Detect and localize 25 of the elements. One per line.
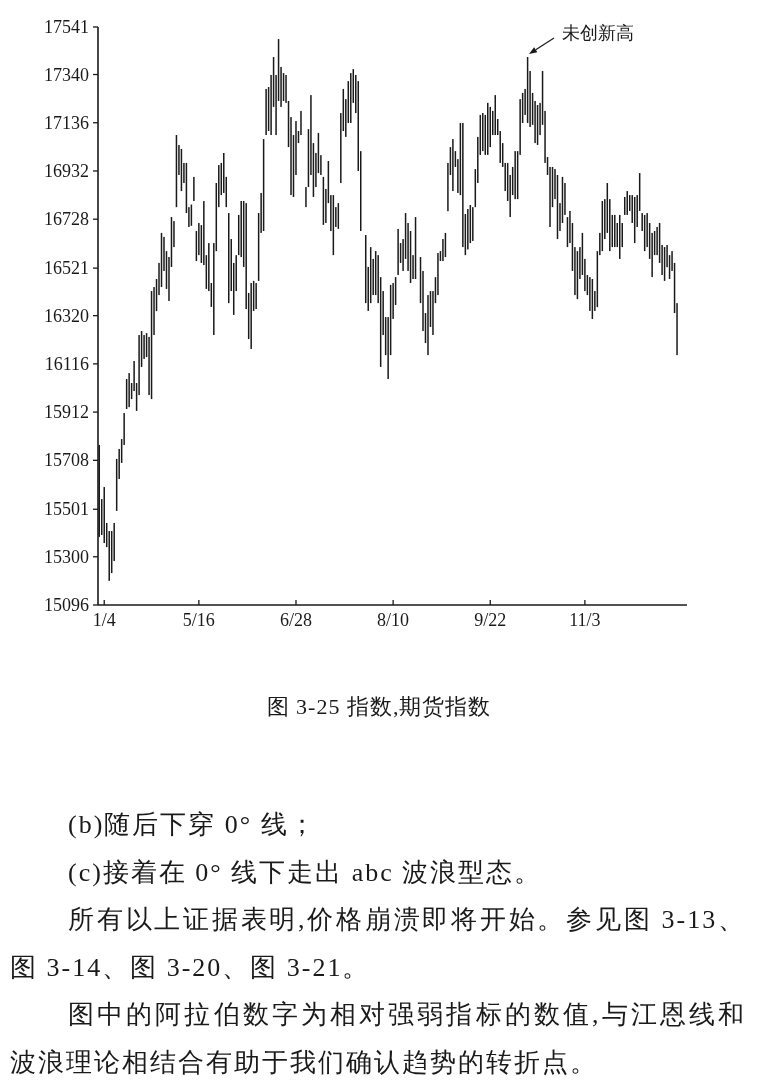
text: 图中的阿拉伯数字为相对强弱指标的数值,与江恩线和波浪理论相结合有助于我们确认趋势的转折点。 <box>10 999 746 1079</box>
y-tick-label: 17136 <box>44 112 89 133</box>
y-tick-label: 15300 <box>44 546 89 567</box>
y-tick-label: 17340 <box>44 64 89 85</box>
y-tick-label: 15708 <box>44 450 89 471</box>
x-tick-label: 9/22 <box>474 610 507 630</box>
y-tick-label: 15501 <box>44 499 89 520</box>
annotation: 未创新高 <box>562 23 634 43</box>
y-tick-label: 16932 <box>44 160 89 181</box>
x-tick-label: 1/4 <box>92 610 116 630</box>
x-tick-label: 6/28 <box>279 610 312 630</box>
y-tick-label: 17541 <box>44 17 89 37</box>
text: 图 3-25 指数,期货指数 <box>266 693 492 721</box>
y-tick-label: 16728 <box>44 209 89 230</box>
y-tick-label: 16521 <box>44 258 89 279</box>
x-tick-label: 11/3 <box>569 610 601 630</box>
y-tick-label: 16320 <box>44 305 89 326</box>
text: 所有以上证据表明,价格崩溃即将开始。参见图 3-13、图 3-14、图 3-20、图 3-21。 <box>10 904 746 984</box>
x-tick-label: 8/10 <box>377 610 410 630</box>
y-tick-label: 15096 <box>44 595 89 615</box>
text: (c)接着在 0° 线下走出 abc 波浪型态。 <box>67 856 544 889</box>
text: (b)随后下穿 0° 线； <box>67 809 318 841</box>
x-tick-label: 5/16 <box>182 610 215 630</box>
y-tick-label: 16116 <box>44 353 89 374</box>
y-tick-label: 15912 <box>44 402 89 423</box>
